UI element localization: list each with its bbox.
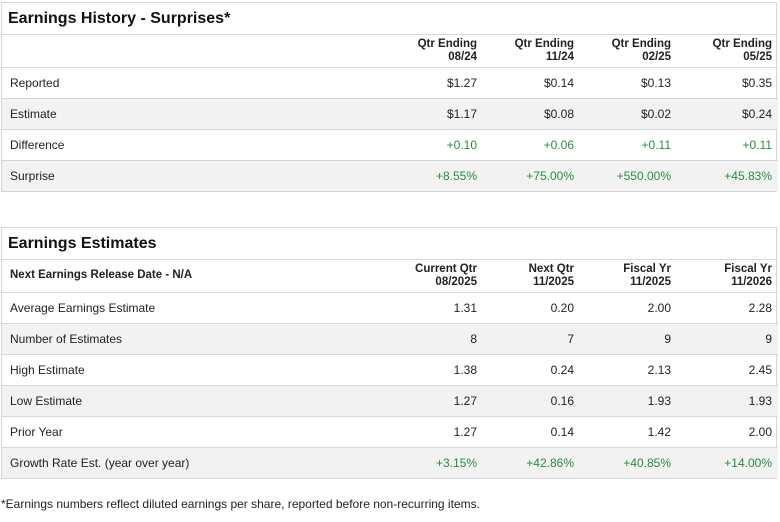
cell-value-positive: +40.85% (580, 447, 677, 478)
cell-value-positive: +0.10 (385, 129, 483, 161)
footnote: *Earnings numbers reflect diluted earnin… (1, 497, 480, 511)
earnings-history-panel: Earnings History - Surprises* Qtr Ending… (1, 2, 778, 192)
cell-value: 2.45 (677, 354, 778, 386)
cell-value: $0.08 (483, 98, 580, 130)
column-header: Fiscal Yr 11/2025 (580, 260, 677, 293)
cell-value: 2.13 (580, 354, 677, 386)
cell-value-positive: +0.11 (580, 129, 677, 161)
column-header: Qtr Ending 02/25 (580, 35, 677, 68)
table-row-difference: Difference +0.10 +0.06 +0.11 +0.11 (2, 129, 778, 161)
cell-value: $0.02 (580, 98, 677, 130)
row-label: Growth Rate Est. (year over year) (2, 447, 385, 478)
cell-value: 0.14 (483, 416, 580, 448)
cell-value: 1.42 (580, 416, 677, 448)
table-row-growth-rate: Growth Rate Est. (year over year) +3.15%… (2, 447, 778, 478)
earnings-history-title: Earnings History - Surprises* (2, 3, 776, 35)
cell-value: $1.27 (385, 67, 483, 99)
cell-value: $0.24 (677, 98, 778, 130)
earnings-estimates-title: Earnings Estimates (2, 228, 776, 260)
cell-value-positive: +550.00% (580, 160, 677, 191)
column-header: Current Qtr 08/2025 (385, 260, 483, 293)
cell-value-positive: +75.00% (483, 160, 580, 191)
cell-value: 2.00 (580, 292, 677, 324)
header-label (2, 35, 385, 68)
table-row-estimate: Estimate $1.17 $0.08 $0.02 $0.24 (2, 98, 778, 130)
cell-value-positive: +14.00% (677, 447, 778, 478)
cell-value-positive: +0.11 (677, 129, 778, 161)
cell-value: $0.13 (580, 67, 677, 99)
row-label: Surprise (2, 160, 385, 191)
row-label: Low Estimate (2, 385, 385, 417)
row-label: Difference (2, 129, 385, 161)
cell-value-positive: +0.06 (483, 129, 580, 161)
cell-value-positive: +3.15% (385, 447, 483, 478)
cell-value: 2.00 (677, 416, 778, 448)
column-header: Fiscal Yr 11/2026 (677, 260, 778, 293)
cell-value: 7 (483, 323, 580, 355)
column-header: Qtr Ending 11/24 (483, 35, 580, 68)
cell-value: 1.31 (385, 292, 483, 324)
table-header-row: Qtr Ending 08/24 Qtr Ending 11/24 Qtr Endi… (2, 35, 778, 68)
earnings-estimates-panel: Earnings Estimates Next Earnings Release… (1, 227, 778, 479)
column-header: Qtr Ending 08/24 (385, 35, 483, 68)
row-label: Prior Year (2, 416, 385, 448)
cell-value: 8 (385, 323, 483, 355)
column-header: Qtr Ending 05/25 (677, 35, 778, 68)
cell-value: 1.27 (385, 385, 483, 417)
table-row-low-estimate: Low Estimate 1.27 0.16 1.93 1.93 (2, 385, 778, 417)
next-release-date-label: Next Earnings Release Date - N/A (2, 260, 385, 293)
table-row-high-estimate: High Estimate 1.38 0.24 2.13 2.45 (2, 354, 778, 386)
table-row-prior-year: Prior Year 1.27 0.14 1.42 2.00 (2, 416, 778, 448)
cell-value: 1.93 (580, 385, 677, 417)
cell-value: 1.93 (677, 385, 778, 417)
row-label: High Estimate (2, 354, 385, 386)
row-label: Number of Estimates (2, 323, 385, 355)
table-header-row: Next Earnings Release Date - N/A Current… (2, 260, 778, 293)
cell-value: $0.35 (677, 67, 778, 99)
cell-value: 0.16 (483, 385, 580, 417)
row-label: Estimate (2, 98, 385, 130)
table-row-number-of-estimates: Number of Estimates 8 7 9 9 (2, 323, 778, 355)
earnings-estimates-table: Next Earnings Release Date - N/A Current… (2, 260, 778, 478)
cell-value-positive: +45.83% (677, 160, 778, 191)
cell-value: 2.28 (677, 292, 778, 324)
table-row-surprise: Surprise +8.55% +75.00% +550.00% +45.83% (2, 160, 778, 191)
table-row-reported: Reported $1.27 $0.14 $0.13 $0.35 (2, 67, 778, 99)
cell-value: 1.27 (385, 416, 483, 448)
cell-value: 0.20 (483, 292, 580, 324)
cell-value-positive: +8.55% (385, 160, 483, 191)
cell-value: 9 (580, 323, 677, 355)
column-header: Next Qtr 11/2025 (483, 260, 580, 293)
cell-value: 9 (677, 323, 778, 355)
table-row-average-estimate: Average Earnings Estimate 1.31 0.20 2.00… (2, 292, 778, 324)
row-label: Reported (2, 67, 385, 99)
earnings-history-table: Qtr Ending 08/24 Qtr Ending 11/24 Qtr Endi… (2, 35, 778, 191)
cell-value-positive: +42.86% (483, 447, 580, 478)
cell-value: $1.17 (385, 98, 483, 130)
cell-value: 1.38 (385, 354, 483, 386)
cell-value: 0.24 (483, 354, 580, 386)
row-label: Average Earnings Estimate (2, 292, 385, 324)
cell-value: $0.14 (483, 67, 580, 99)
